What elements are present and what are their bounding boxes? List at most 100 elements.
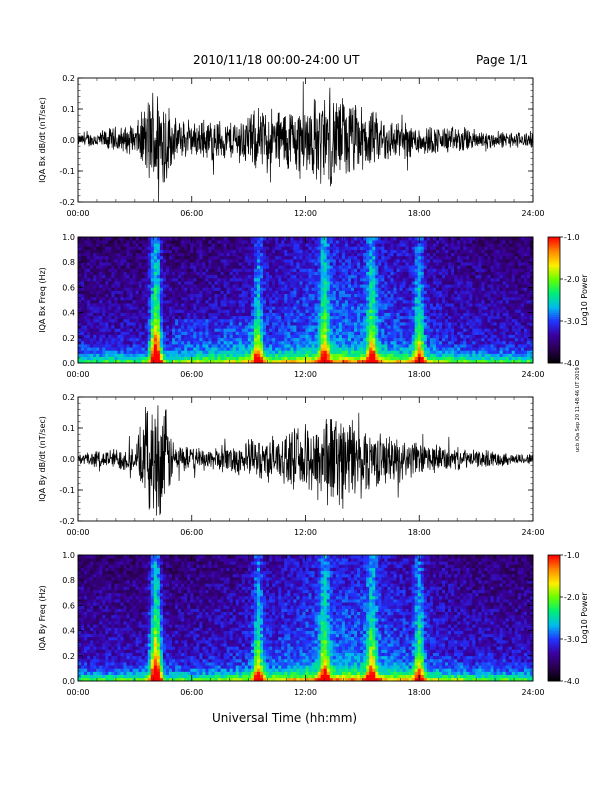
spectrogram-cell [175, 356, 179, 361]
spectrogram-cell [305, 340, 309, 345]
spectrogram-cell [114, 334, 118, 339]
spectrogram-cell [308, 252, 312, 257]
spectrogram-cell [414, 243, 419, 247]
spectrogram-cell [375, 325, 379, 329]
spectrogram-cell [120, 259, 124, 263]
spectrogram-cell [120, 293, 124, 298]
spectrogram-cell [196, 284, 200, 288]
spectrogram-cell [226, 284, 230, 288]
spectrogram-cell [417, 312, 422, 317]
spectrogram-cell [305, 243, 309, 247]
spectrogram-cell [314, 334, 318, 339]
spectrogram-cell [241, 259, 246, 263]
spectrogram-cell [126, 249, 130, 254]
spectrogram-cell [293, 356, 297, 361]
spectrogram-cell [320, 249, 324, 254]
spectrogram-cell [393, 350, 397, 354]
spectrogram-cell [220, 287, 224, 291]
spectrogram-cell [156, 271, 161, 276]
spectrogram-cell [338, 246, 343, 250]
spectrogram-cell [129, 274, 133, 279]
spectrogram-cell [126, 265, 130, 269]
spectrogram-cell [196, 334, 200, 339]
spectrogram-cell [426, 277, 431, 282]
spectrogram-cell [217, 359, 221, 364]
spectrogram-cell [102, 293, 106, 298]
spectrogram-cell [138, 290, 142, 294]
spectrogram-cell [317, 350, 321, 354]
spectrogram-cell [378, 328, 382, 332]
spectrogram-cell [344, 252, 349, 257]
spectrogram-cell [211, 356, 215, 361]
spectrogram-cell [278, 281, 282, 285]
spectrogram-cell [263, 353, 267, 357]
spectrogram-cell [363, 325, 367, 329]
spectrogram-cell [335, 359, 340, 364]
spectrogram-cell [78, 259, 82, 263]
spectrogram-cell [432, 306, 437, 310]
spectrogram-cell [275, 337, 279, 342]
spectrogram-cell [211, 309, 215, 313]
spectrogram-cell [275, 328, 279, 332]
spectrogram-cell [269, 350, 273, 354]
spectrogram-cell [278, 315, 282, 320]
spectrogram-cell [384, 255, 388, 260]
spectrogram-cell [323, 303, 328, 307]
spectrogram-cell [357, 284, 361, 288]
spectrogram-cell [247, 309, 252, 313]
spectrogram-cell [432, 309, 437, 313]
spectrogram-cell [214, 353, 218, 357]
spectrogram-cell [341, 255, 346, 260]
spectrogram-cell [329, 306, 334, 310]
spectrogram-cell [420, 350, 425, 354]
spectrogram-cell [226, 237, 230, 241]
spectrogram-cell [293, 259, 297, 263]
spectrogram-cell [299, 293, 303, 298]
spectrogram-cell [96, 287, 100, 291]
spectrogram-cell [399, 340, 403, 345]
spectrogram-cell [217, 240, 221, 244]
spectrogram-cell [172, 303, 176, 307]
spectrogram-cell [414, 300, 419, 304]
spectrogram-cell [223, 274, 227, 279]
spectrogram-cell [426, 359, 431, 364]
spectrogram-cell [293, 237, 297, 241]
spectrogram-cell [84, 249, 88, 254]
spectrogram-cell [223, 246, 227, 250]
spectrogram-cell [162, 347, 167, 351]
spectrogram-cell [405, 337, 409, 342]
spectrogram-cell [190, 303, 194, 307]
spectrogram-cell [378, 274, 382, 279]
spectrogram-cell [220, 249, 224, 254]
spectrogram-cell [220, 309, 224, 313]
spectrogram-cell [432, 303, 437, 307]
spectrogram-cell [344, 318, 349, 323]
spectrogram-cell [423, 359, 428, 364]
spectrogram-cell [384, 359, 388, 364]
spectrogram-cell [278, 246, 282, 250]
spectrogram-cell [366, 318, 370, 323]
spectrogram-cell [445, 287, 449, 291]
spectrogram-cell [299, 318, 303, 323]
spectrogram-cell [81, 359, 85, 364]
spectrogram-cell [241, 306, 246, 310]
spectrogram-cell [290, 328, 294, 332]
spectrogram-cell [438, 309, 443, 313]
spectrogram-cell [244, 334, 249, 339]
spectrogram-cell [338, 312, 343, 317]
spectrogram-cell [432, 293, 437, 298]
spectrogram-cell [208, 312, 212, 317]
spectrogram-cell [272, 287, 276, 291]
spectrogram-cell [420, 252, 425, 257]
spectrogram-cell [387, 318, 391, 323]
spectrogram-cell [384, 265, 388, 269]
spectrogram-cell [211, 312, 215, 317]
spectrogram-cell [250, 303, 255, 307]
spectrogram-cell [108, 296, 112, 301]
spectrogram-cell [302, 347, 306, 351]
spectrogram-cell [111, 255, 115, 260]
spectrogram-cell [205, 281, 209, 285]
spectrogram-cell [347, 271, 352, 276]
spectrogram-cell [81, 353, 85, 357]
spectrogram-cell [354, 331, 358, 335]
